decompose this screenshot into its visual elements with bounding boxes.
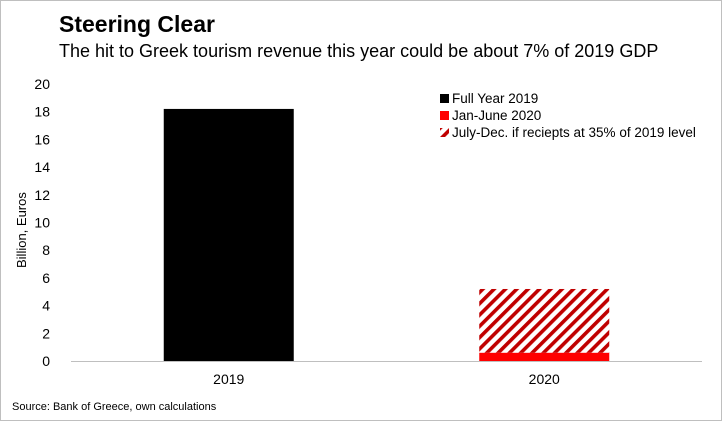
bar-2020-series-3 xyxy=(479,288,610,353)
plot-area: 0 2 4 6 8 10 12 14 16 18 20 2019 2020 xyxy=(34,76,702,387)
y-tick-label: 10 xyxy=(34,215,50,231)
y-tick-label: 14 xyxy=(34,159,50,175)
y-tick-label: 12 xyxy=(34,187,50,203)
y-tick-label: 20 xyxy=(34,76,50,92)
source-note: Source: Bank of Greece, own calculations xyxy=(12,401,217,413)
y-tick-label: 6 xyxy=(42,270,50,286)
y-tick-label: 18 xyxy=(34,104,50,120)
legend-label: Full Year 2019 xyxy=(452,91,538,106)
y-tick-label: 16 xyxy=(34,131,50,147)
x-tick-label: 2019 xyxy=(213,371,244,387)
chart-subtitle: The hit to Greek tourism revenue this ye… xyxy=(59,41,659,61)
chart-title: Steering Clear xyxy=(59,11,215,37)
bar-2020-series-2 xyxy=(479,352,610,361)
y-tick-label: 4 xyxy=(42,298,50,314)
legend-label: Jan-June 2020 xyxy=(452,108,541,123)
legend: Full Year 2019 Jan-June 2020 July-Dec. if … xyxy=(440,91,696,140)
y-tick-label: 2 xyxy=(42,325,50,341)
legend-swatch xyxy=(440,128,449,137)
legend-swatch xyxy=(440,94,449,103)
legend-swatch xyxy=(440,111,449,120)
legend-label: July-Dec. if reciepts at 35% of 2019 lev… xyxy=(452,125,696,140)
bar-2019-series-1 xyxy=(163,108,294,362)
y-tick-label: 0 xyxy=(42,353,50,369)
y-tick-label: 8 xyxy=(42,242,50,258)
x-tick-label: 2020 xyxy=(529,371,560,387)
